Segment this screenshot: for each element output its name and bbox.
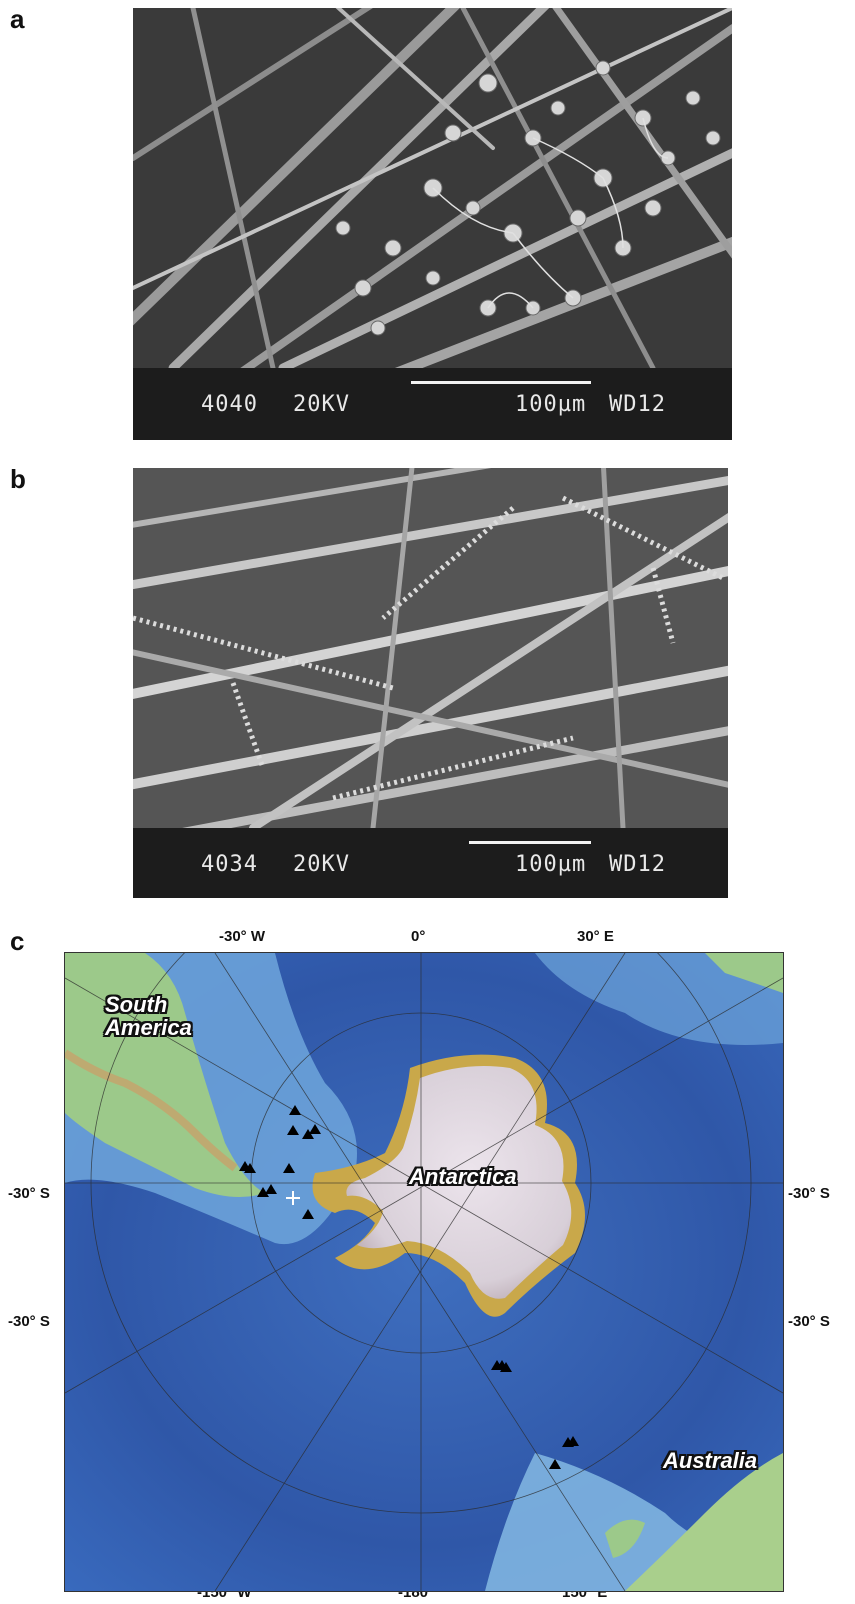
scale-bar-a xyxy=(411,381,591,384)
new-zealand-landmass xyxy=(605,1519,645,1558)
voltage-b: 20KV xyxy=(293,852,350,877)
scale-label-b: 100µm xyxy=(515,852,587,877)
longitude-label-top-1: -30° W xyxy=(219,928,266,945)
longitude-label-top-2: 0° xyxy=(411,928,426,945)
image-name-a: 4040 xyxy=(201,392,258,417)
antarctic-bathymetry-map: South America Antarctica Australia xyxy=(64,952,784,1592)
south-america-line2: America xyxy=(105,1015,192,1041)
working-distance-b: WD12 xyxy=(609,852,666,877)
panel-label-b: b xyxy=(10,464,26,494)
cross-marker xyxy=(286,1191,300,1205)
africa-landmass xyxy=(705,953,783,993)
sem-micrograph-b xyxy=(133,468,728,828)
sem-info-bar-b: 4034 20KV 100µm WD12 xyxy=(133,828,728,898)
region-label-south-america: South America xyxy=(105,993,192,1039)
graticule xyxy=(65,953,783,1591)
longitude-label-top-3: 30° E xyxy=(577,928,614,945)
region-label-antarctica: Antarctica xyxy=(409,1164,517,1189)
map-canvas xyxy=(65,953,783,1591)
sem-info-bar-a: 4040 20KV 100µm WD12 xyxy=(133,368,732,440)
sem-image-a: 4040 20KV 100µm WD12 xyxy=(133,8,732,440)
region-label-australia: Australia xyxy=(663,1448,758,1473)
scale-bar-b xyxy=(469,841,591,844)
south-america-line1: South xyxy=(105,992,168,1017)
latitude-label-right-2: -30° S xyxy=(788,1313,830,1330)
latitude-label-left-1: -30° S xyxy=(8,1185,50,1202)
voltage-a: 20KV xyxy=(293,392,350,417)
latitude-label-right-1: -30° S xyxy=(788,1185,830,1202)
sem-image-b: 4034 20KV 100µm WD12 xyxy=(133,468,728,898)
sem-micrograph-a xyxy=(133,8,732,368)
scale-label-a: 100µm xyxy=(515,392,587,417)
working-distance-a: WD12 xyxy=(609,392,666,417)
panel-label-c: c xyxy=(10,926,25,956)
panel-label-a: a xyxy=(10,4,25,34)
latitude-label-left-2: -30° S xyxy=(8,1313,50,1330)
australia-landmass xyxy=(625,1453,783,1591)
image-name-b: 4034 xyxy=(201,852,258,877)
south-america-landmass xyxy=(65,953,265,1197)
sample-markers xyxy=(239,1105,579,1469)
